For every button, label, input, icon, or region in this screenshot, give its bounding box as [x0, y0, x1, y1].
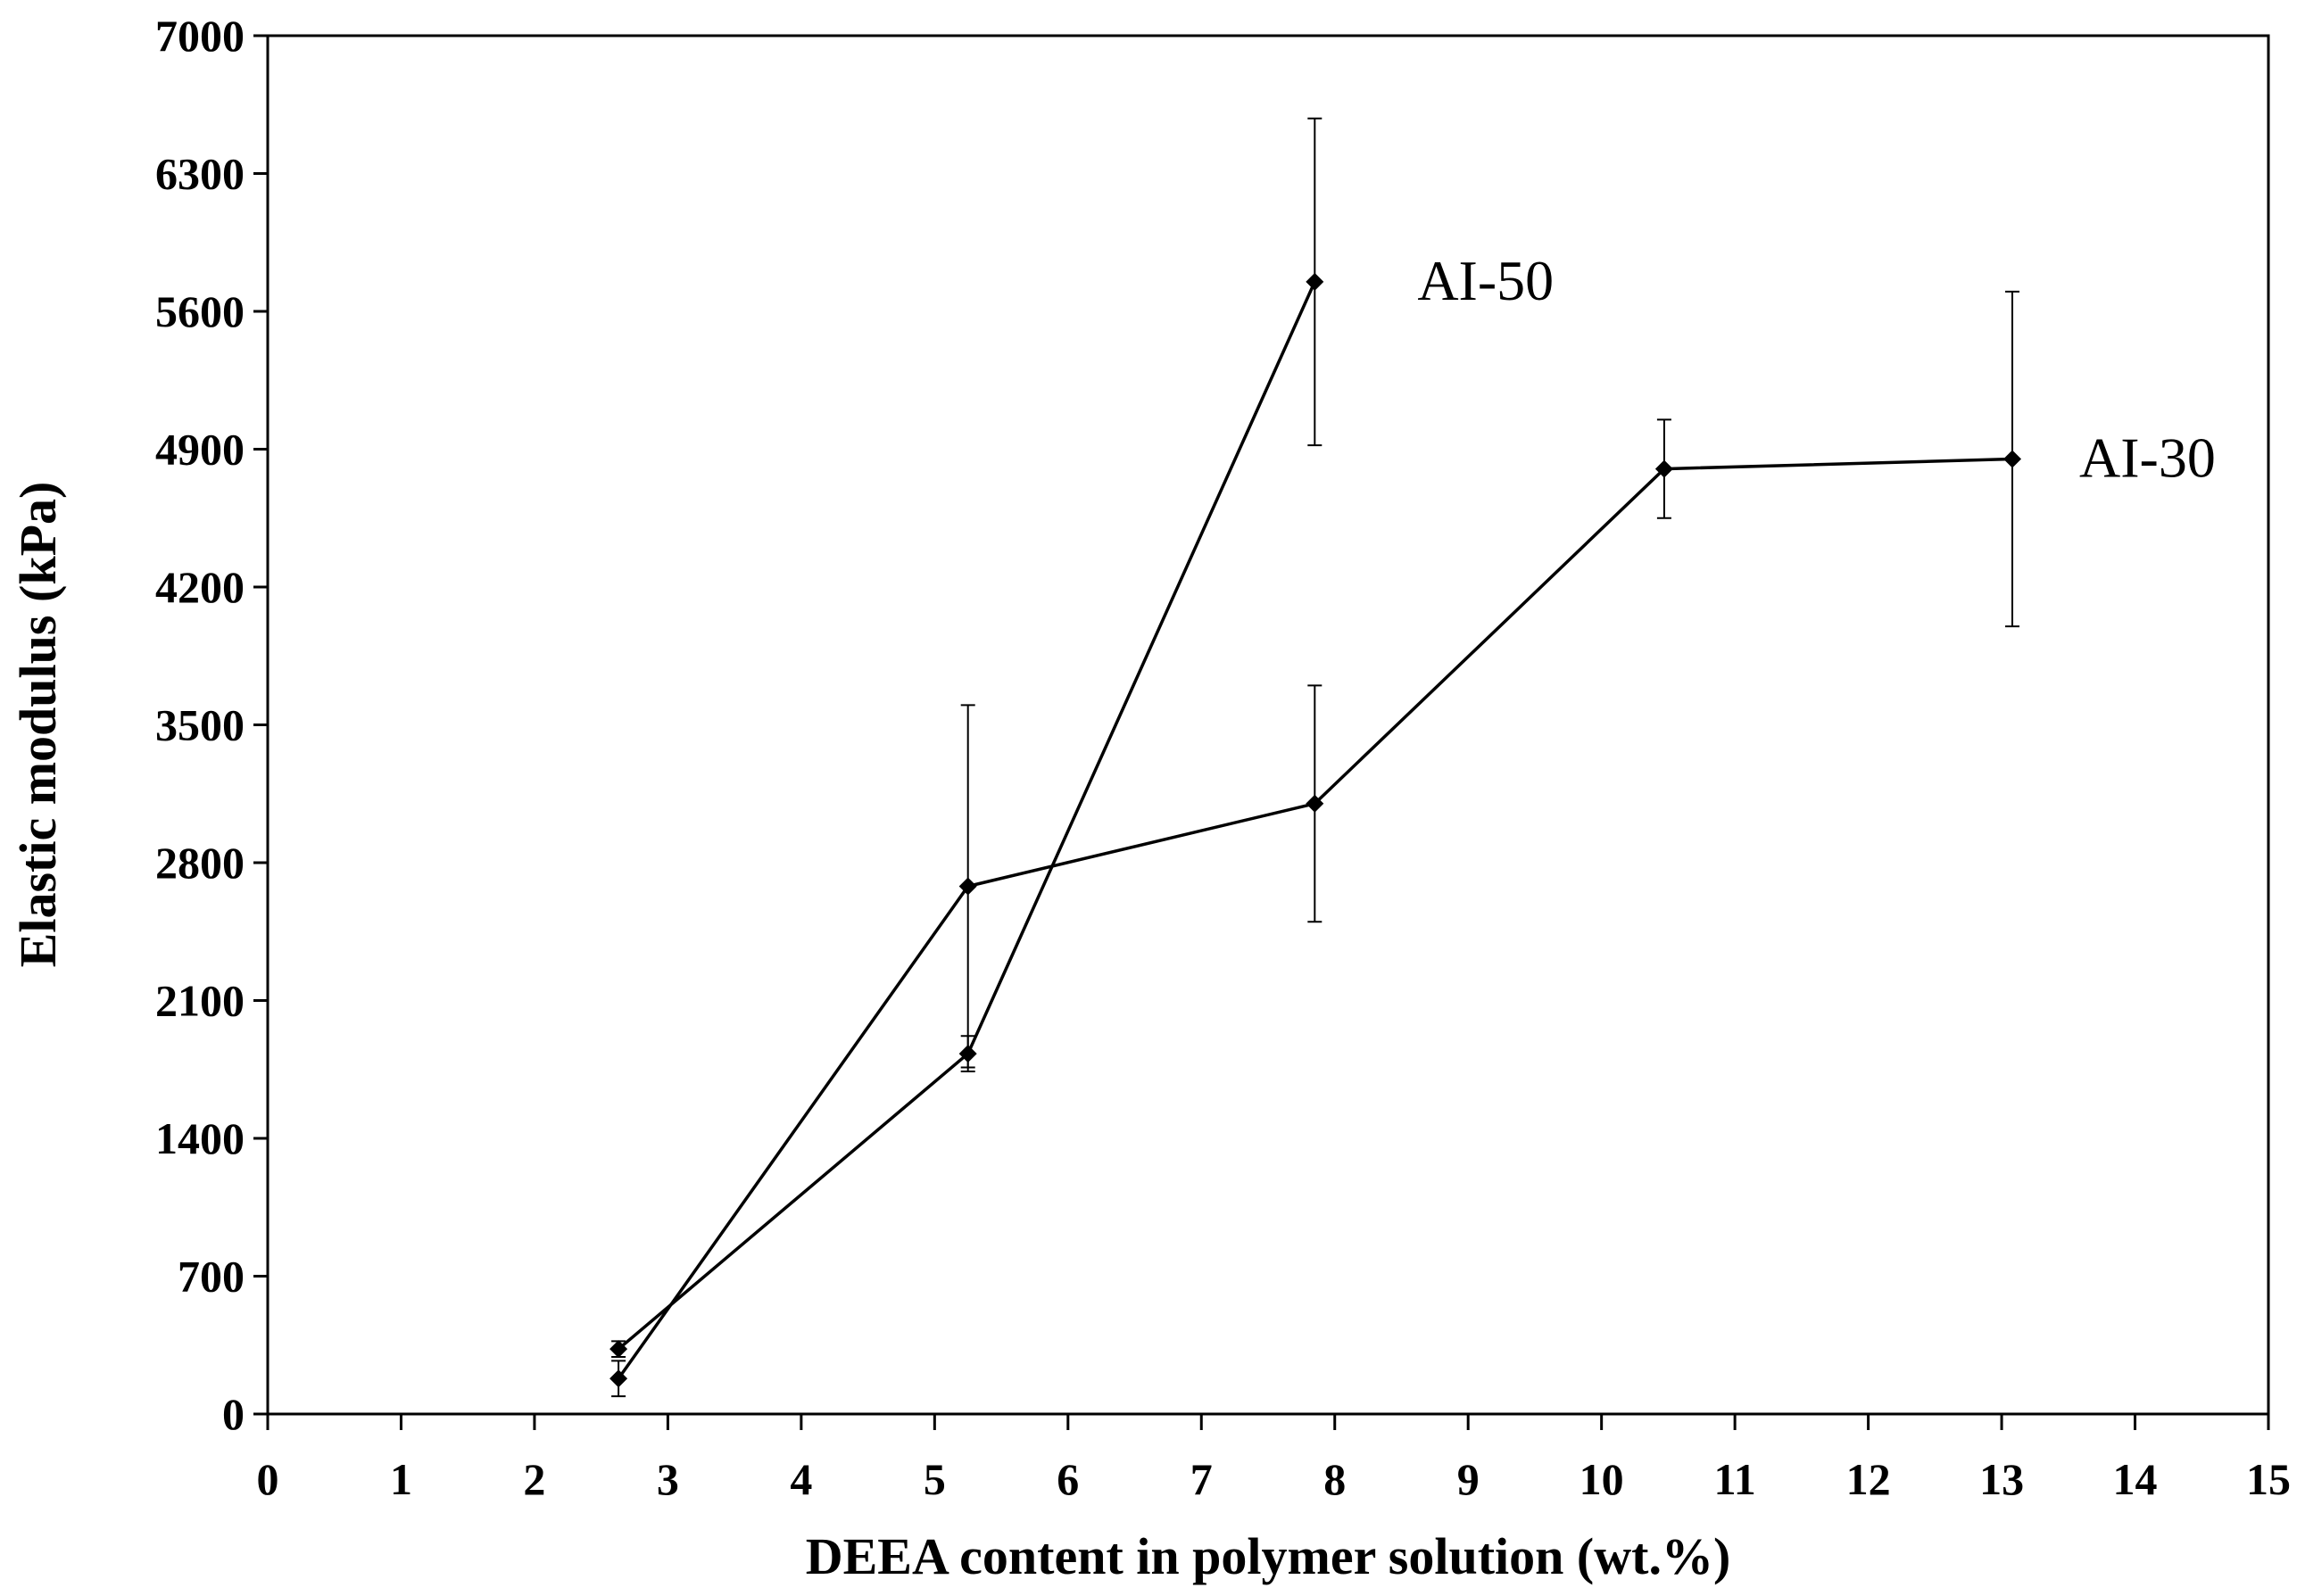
y-tick-label: 2800	[155, 838, 245, 888]
series-label: AI-30	[2079, 426, 2216, 490]
x-tick-label: 14	[2113, 1454, 2158, 1504]
x-tick-label: 8	[1323, 1454, 1346, 1504]
y-tick-label: 700	[178, 1252, 245, 1302]
y-tick-label: 5600	[155, 286, 245, 336]
x-axis: 0 1 2 3 4 5 6 7 8 9 10 11 12 13 14 15	[257, 1414, 2291, 1504]
data-point	[1306, 272, 1324, 291]
y-axis-title: Elastic modulus (kPa)	[9, 482, 67, 968]
y-tick-label: 6300	[155, 149, 245, 199]
x-tick-label: 13	[1979, 1454, 2024, 1504]
data-point	[1306, 794, 1324, 813]
data-point	[609, 1369, 628, 1388]
data-point	[1654, 459, 1673, 478]
x-tick-label: 9	[1457, 1454, 1480, 1504]
x-tick-label: 3	[657, 1454, 679, 1504]
x-axis-title: DEEA content in polymer solution (wt.%)	[806, 1527, 1731, 1585]
y-tick-label: 0	[222, 1389, 245, 1439]
x-tick-label: 0	[257, 1454, 279, 1504]
y-tick-label: 4900	[155, 425, 245, 475]
series-line	[617, 281, 1316, 1351]
y-tick-label: 3500	[155, 700, 245, 750]
y-tick-label: 7000	[155, 11, 245, 61]
data-point	[2003, 450, 2022, 468]
x-tick-label: 6	[1057, 1454, 1079, 1504]
plot-area	[266, 34, 2270, 1416]
x-tick-label: 2	[523, 1454, 545, 1504]
y-axis: 0 700 1400 2100 2800 3500 4200 4900 5600 6300 7000	[155, 11, 268, 1439]
y-tick-label: 1400	[155, 1113, 245, 1163]
series-ai-50: AI-50	[609, 117, 1554, 1359]
x-tick-label: 4	[790, 1454, 812, 1504]
y-tick-label: 4200	[155, 562, 245, 612]
x-tick-label: 15	[2246, 1454, 2291, 1504]
data-point	[958, 877, 977, 896]
y-tick-label: 2100	[155, 976, 245, 1026]
x-tick-label: 7	[1190, 1454, 1213, 1504]
x-tick-label: 5	[924, 1454, 946, 1504]
series-ai-30: AI-30	[609, 290, 2216, 1398]
x-tick-label: 11	[1714, 1454, 1756, 1504]
x-tick-label: 1	[390, 1454, 412, 1504]
data-point	[609, 1340, 628, 1359]
x-tick-label: 10	[1580, 1454, 1624, 1504]
x-tick-label: 12	[1846, 1454, 1891, 1504]
series-layer: AI-50 AI-30	[609, 117, 2216, 1398]
series-label: AI-50	[1417, 249, 1554, 312]
